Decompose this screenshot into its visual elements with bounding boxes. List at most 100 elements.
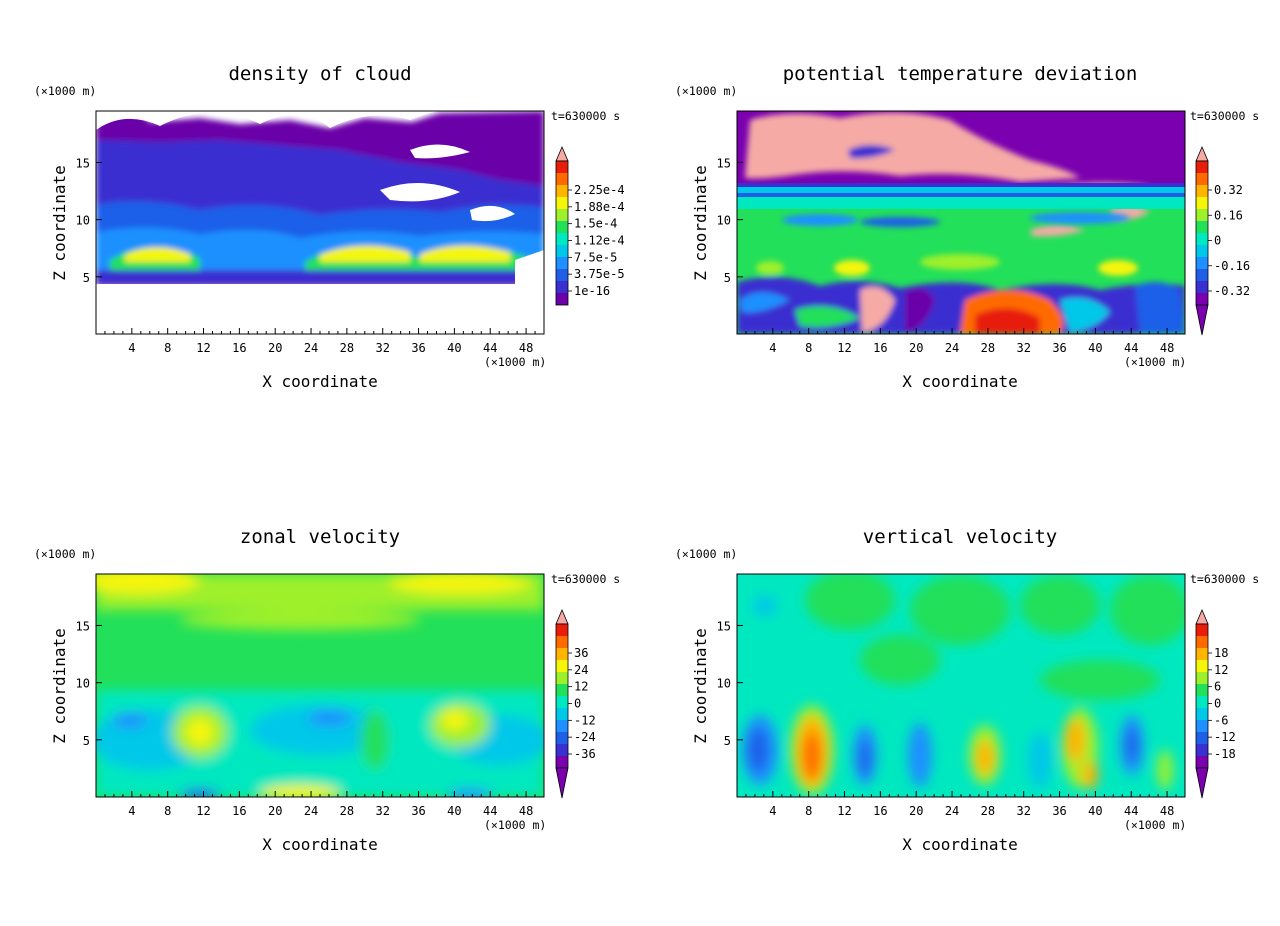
x-axis-label: X coordinate bbox=[262, 835, 378, 854]
x-tick-label: 4 bbox=[769, 341, 776, 355]
x-tick-label: 24 bbox=[304, 804, 318, 818]
colorbar-segment bbox=[556, 696, 568, 708]
colorbar-extend-max bbox=[555, 145, 569, 162]
x-tick-label: 36 bbox=[411, 804, 425, 818]
colorbar-segment bbox=[556, 233, 568, 245]
colorbar-segment bbox=[1196, 161, 1208, 173]
field-image bbox=[737, 111, 1185, 334]
x-tick-label: 36 bbox=[1052, 341, 1066, 355]
y-unit-label: (×1000 m) bbox=[34, 547, 96, 561]
x-tick-label: 32 bbox=[1016, 804, 1030, 818]
x-axis-ticks: 4 8 12 16 20 24 28 32 36 40 44 48 bbox=[104, 791, 536, 818]
colorbar-segment bbox=[556, 720, 568, 732]
colorbar-border bbox=[555, 160, 569, 306]
colorbar-label: 36 bbox=[574, 646, 588, 660]
x-axis-label: X coordinate bbox=[902, 835, 1018, 854]
y-tick-label: 10 bbox=[717, 677, 731, 691]
colorbar-label: -36 bbox=[574, 747, 596, 761]
colorbar-segment bbox=[556, 221, 568, 233]
x-tick-label: 48 bbox=[1160, 341, 1174, 355]
x-tick-label: 16 bbox=[873, 341, 887, 355]
colorbar-label: -0.16 bbox=[1214, 259, 1250, 273]
colorbar-segment bbox=[556, 660, 568, 672]
colorbar-label: 1.5e-4 bbox=[574, 217, 617, 231]
x-tick-label: 44 bbox=[1124, 341, 1138, 355]
x-tick-label: 12 bbox=[837, 804, 851, 818]
x-tick-label: 8 bbox=[805, 804, 812, 818]
y-tick-label: 15 bbox=[76, 156, 90, 170]
colorbar-segment bbox=[1196, 732, 1208, 744]
colorbar-segment bbox=[556, 636, 568, 648]
x-unit-label: (×1000 m) bbox=[1124, 818, 1186, 832]
colorbar: 36 24 12 0 -12 -24 -36 bbox=[555, 608, 596, 799]
x-unit-label: (×1000 m) bbox=[1124, 355, 1186, 369]
x-unit-label: (×1000 m) bbox=[484, 818, 546, 832]
x-tick-label: 44 bbox=[483, 804, 497, 818]
x-tick-label: 24 bbox=[945, 341, 959, 355]
colorbar-segment bbox=[1196, 257, 1208, 269]
x-axis-label: X coordinate bbox=[262, 372, 378, 391]
x-axis-ticks: 4 8 12 16 20 24 28 32 36 40 44 48 bbox=[104, 328, 536, 355]
colorbar-segment bbox=[556, 648, 568, 660]
colorbar-segment bbox=[1196, 636, 1208, 648]
colorbar-segment bbox=[1196, 672, 1208, 684]
x-tick-label: 48 bbox=[519, 804, 533, 818]
x-tick-label: 16 bbox=[232, 804, 246, 818]
time-label: t=630000 s bbox=[551, 109, 620, 123]
colorbar-extend-max bbox=[555, 608, 569, 625]
colorbar: 18 12 6 0 -6 -12 -18 bbox=[1195, 608, 1236, 799]
y-tick-label: 5 bbox=[83, 271, 90, 285]
y-axis-ticks: 5 10 15 bbox=[717, 619, 743, 748]
x-axis-ticks: 4 8 12 16 20 24 28 32 36 40 44 48 bbox=[745, 791, 1177, 818]
y-unit-label: (×1000 m) bbox=[675, 547, 737, 561]
colorbar-segment bbox=[556, 293, 568, 305]
colorbar-label: -6 bbox=[1214, 713, 1228, 727]
x-tick-label: 4 bbox=[769, 804, 776, 818]
colorbar-segment bbox=[1196, 293, 1208, 305]
y-tick-label: 5 bbox=[83, 734, 90, 748]
colorbar-extend-min bbox=[1195, 304, 1209, 336]
x-tick-label: 28 bbox=[981, 341, 995, 355]
x-tick-label: 48 bbox=[1160, 804, 1174, 818]
colorbar-label: 1e-16 bbox=[574, 284, 610, 298]
y-tick-label: 10 bbox=[717, 214, 731, 228]
colorbar-segment bbox=[556, 684, 568, 696]
colorbar-label: -12 bbox=[574, 713, 596, 727]
x-tick-label: 44 bbox=[1124, 804, 1138, 818]
y-tick-label: 5 bbox=[724, 271, 731, 285]
y-tick-label: 15 bbox=[76, 619, 90, 633]
x-tick-label: 20 bbox=[268, 341, 282, 355]
colorbar-label: 24 bbox=[574, 663, 588, 677]
colorbar-segment bbox=[1196, 720, 1208, 732]
y-tick-label: 10 bbox=[76, 677, 90, 691]
colorbar-segment bbox=[556, 744, 568, 756]
colorbar-segment bbox=[1196, 696, 1208, 708]
colorbar-segment bbox=[556, 756, 568, 768]
colorbar-label: 18 bbox=[1214, 646, 1228, 660]
x-tick-label: 8 bbox=[164, 341, 171, 355]
x-tick-label: 4 bbox=[128, 341, 135, 355]
colorbar-segment bbox=[1196, 185, 1208, 197]
panel-title: zonal velocity bbox=[240, 526, 400, 548]
field-image bbox=[96, 574, 544, 797]
colorbar-label: 0.32 bbox=[1214, 183, 1243, 197]
colorbar-segment bbox=[1196, 281, 1208, 293]
x-tick-label: 20 bbox=[909, 341, 923, 355]
x-tick-label: 28 bbox=[340, 804, 354, 818]
x-axis-label: X coordinate bbox=[902, 372, 1018, 391]
colorbar-label: 6 bbox=[1214, 680, 1221, 694]
x-tick-label: 40 bbox=[1088, 341, 1102, 355]
colorbar-label: 1.88e-4 bbox=[574, 200, 625, 214]
colorbar-segment bbox=[556, 624, 568, 636]
panel-zonal-velocity: zonal velocity (×1000 m) t=630000 s bbox=[34, 526, 620, 854]
x-tick-label: 32 bbox=[375, 341, 389, 355]
panel-title: vertical velocity bbox=[863, 526, 1057, 548]
x-tick-label: 32 bbox=[1016, 341, 1030, 355]
colorbar-segment bbox=[1196, 648, 1208, 660]
colorbar-label: -12 bbox=[1214, 730, 1236, 744]
colorbar-label: 2.25e-4 bbox=[574, 183, 625, 197]
colorbar-segment bbox=[1196, 245, 1208, 257]
panel-title: density of cloud bbox=[228, 63, 411, 85]
colorbar-label: 0.16 bbox=[1214, 208, 1243, 222]
